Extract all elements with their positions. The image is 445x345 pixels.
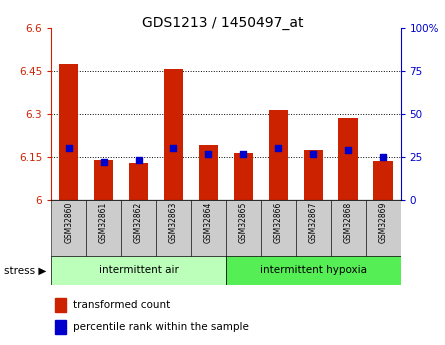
- Bar: [339, 118, 358, 200]
- Point: [380, 154, 387, 160]
- Text: GSM32860: GSM32860: [64, 202, 73, 243]
- Text: intermittent hypoxia: intermittent hypoxia: [260, 266, 367, 275]
- Bar: [295, 200, 331, 257]
- Bar: [121, 200, 156, 257]
- Text: GSM32862: GSM32862: [134, 202, 143, 243]
- Text: GSM32863: GSM32863: [169, 202, 178, 243]
- Bar: [269, 109, 288, 200]
- Bar: [199, 146, 218, 200]
- Text: GSM32868: GSM32868: [344, 202, 352, 243]
- Bar: [261, 200, 295, 257]
- Bar: [226, 200, 261, 257]
- Bar: [164, 69, 183, 200]
- Point: [344, 147, 352, 153]
- Text: GSM32865: GSM32865: [239, 202, 248, 243]
- Bar: [51, 256, 226, 285]
- Bar: [59, 63, 78, 200]
- Bar: [86, 200, 121, 257]
- Bar: [94, 160, 113, 200]
- Bar: [331, 200, 366, 257]
- Text: GSM32869: GSM32869: [379, 202, 388, 243]
- Text: GDS1213 / 1450497_at: GDS1213 / 1450497_at: [142, 16, 303, 30]
- Text: intermittent air: intermittent air: [99, 266, 178, 275]
- Text: stress ▶: stress ▶: [4, 266, 47, 275]
- Bar: [51, 200, 86, 257]
- Point: [240, 151, 247, 156]
- Text: GSM32866: GSM32866: [274, 202, 283, 243]
- Point: [135, 158, 142, 163]
- Bar: [234, 152, 253, 200]
- Point: [65, 146, 72, 151]
- Point: [310, 151, 317, 156]
- Text: GSM32864: GSM32864: [204, 202, 213, 243]
- Point: [205, 151, 212, 156]
- Point: [170, 146, 177, 151]
- Point: [100, 159, 107, 165]
- Bar: [226, 256, 400, 285]
- Bar: [129, 163, 148, 200]
- Bar: [191, 200, 226, 257]
- Bar: [373, 161, 392, 200]
- Text: percentile rank within the sample: percentile rank within the sample: [73, 322, 249, 332]
- Text: transformed count: transformed count: [73, 300, 170, 310]
- Text: GSM32867: GSM32867: [309, 202, 318, 243]
- Bar: [55, 298, 66, 312]
- Bar: [366, 200, 400, 257]
- Bar: [156, 200, 191, 257]
- Bar: [55, 320, 66, 334]
- Bar: [303, 150, 323, 200]
- Point: [275, 146, 282, 151]
- Text: GSM32861: GSM32861: [99, 202, 108, 243]
